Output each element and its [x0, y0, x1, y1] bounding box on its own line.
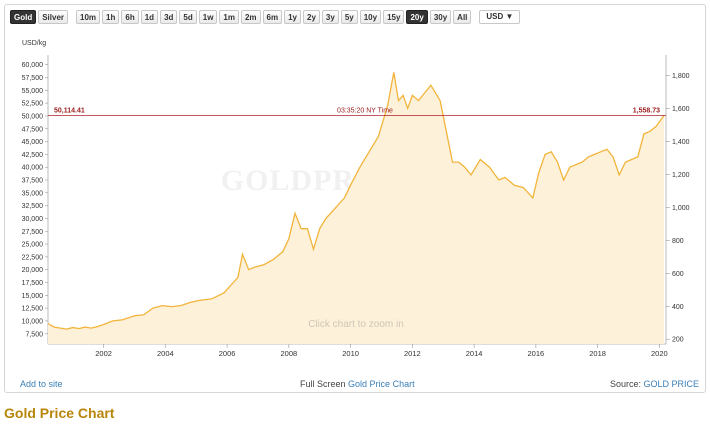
range-toolbar: Gold Silver 10m 1h 6h 1d 3d 5d 1w 1m 2m 6m 1y 2y 3y 5y 1…: [10, 9, 521, 25]
price-line: [47, 72, 665, 330]
right-tick-label: 200: [672, 337, 684, 344]
left-tick-label: 30,000: [22, 216, 44, 223]
units-label: USD/kg: [22, 40, 46, 47]
x-tick-label: 2002: [95, 349, 112, 358]
left-tick-label: 17,500: [22, 280, 44, 287]
left-tick-label: 12,500: [22, 306, 44, 313]
page-title: Gold Price Chart: [4, 405, 115, 421]
x-tick-label: 2004: [157, 349, 174, 358]
left-tick-label: 37,500: [22, 178, 44, 185]
right-tick-label: 1,000: [672, 205, 690, 212]
range-button-6h[interactable]: 6h: [121, 10, 139, 24]
right-tick-label: 400: [672, 304, 684, 311]
range-button-30y[interactable]: 30y: [429, 10, 452, 24]
fullscreen-prefix: Full Screen: [300, 379, 346, 389]
x-tick-label: 2010: [342, 349, 359, 358]
range-button-20y[interactable]: 20y: [406, 10, 428, 24]
left-tick-label: 40,000: [22, 165, 44, 172]
x-tick-label: 2012: [404, 349, 421, 358]
left-tick-label: 7,500: [25, 331, 43, 338]
left-tick-label: 50,000: [22, 113, 44, 120]
left-tick-label: 20,000: [22, 267, 44, 274]
left-tick-label: 10,000: [22, 318, 44, 325]
right-tick-label: 1,800: [672, 73, 690, 80]
left-tick-label: 32,500: [22, 203, 44, 210]
range-button-all[interactable]: All: [453, 10, 472, 24]
left-tick-label: 60,000: [22, 62, 44, 69]
right-tick-label: 600: [672, 271, 684, 278]
range-button-2y[interactable]: 2y: [303, 10, 320, 24]
range-button-10y[interactable]: 10y: [359, 10, 382, 24]
left-tick-label: 55,000: [22, 88, 44, 95]
range-button-1h[interactable]: 1h: [102, 10, 120, 24]
gold-price-chart[interactable]: USD/kgGOLDPRICE.ORG7,50010,00012,50015,0…: [0, 0, 710, 400]
left-tick-label: 22,500: [22, 254, 44, 261]
range-button-5y[interactable]: 5y: [340, 10, 358, 24]
right-tick-label: 800: [672, 238, 684, 245]
left-tick-label: 57,500: [22, 75, 44, 82]
metal-tab-gold[interactable]: Gold: [10, 10, 37, 24]
left-tick-label: 15,000: [22, 293, 44, 300]
left-tick-label: 42,500: [22, 152, 44, 159]
right-tick-label: 1,400: [672, 139, 690, 146]
range-button-15y[interactable]: 15y: [383, 10, 405, 24]
left-tick-label: 45,000: [22, 139, 44, 146]
range-button-3y[interactable]: 3y: [321, 10, 339, 24]
left-tick-label: 25,000: [22, 242, 44, 249]
add-to-site-link[interactable]: Add to site: [20, 379, 63, 389]
source-link[interactable]: GOLD PRICE: [643, 379, 700, 389]
left-tick-label: 47,500: [22, 126, 44, 133]
x-tick-label: 2008: [280, 349, 297, 358]
range-button-10m[interactable]: 10m: [76, 10, 101, 24]
x-tick-label: 2020: [651, 349, 668, 358]
range-button-6m[interactable]: 6m: [262, 10, 283, 24]
current-price-right-label: 1,558.73: [633, 107, 660, 114]
x-tick-label: 2018: [589, 349, 606, 358]
range-button-3d[interactable]: 3d: [160, 10, 178, 24]
range-button-5d[interactable]: 5d: [179, 10, 197, 24]
right-tick-label: 1,200: [672, 172, 690, 179]
currency-select[interactable]: USD ▼: [479, 10, 521, 24]
source-prefix: Source:: [610, 379, 642, 389]
range-button-2m[interactable]: 2m: [240, 10, 261, 24]
fullscreen-chart-link[interactable]: Gold Price Chart: [348, 379, 415, 389]
fullscreen-footer: Full Screen Gold Price Chart: [300, 379, 415, 389]
source-footer: Source: GOLD PRICE: [610, 379, 699, 389]
range-button-1d[interactable]: 1d: [140, 10, 159, 24]
current-price-left-label: 50,114.41: [54, 107, 85, 114]
current-time-label: 03:35:20 NY Time: [337, 107, 393, 114]
x-tick-label: 2014: [466, 349, 483, 358]
range-button-1y[interactable]: 1y: [284, 10, 302, 24]
x-tick-label: 2006: [219, 349, 236, 358]
zoom-hint: Click chart to zoom in: [308, 319, 404, 330]
range-button-1w[interactable]: 1w: [198, 10, 218, 24]
range-button-1m[interactable]: 1m: [219, 10, 239, 24]
left-tick-label: 35,000: [22, 190, 44, 197]
metal-tab-silver[interactable]: Silver: [38, 10, 69, 24]
left-tick-label: 27,500: [22, 229, 44, 236]
left-tick-label: 52,500: [22, 101, 44, 108]
x-tick-label: 2016: [528, 349, 545, 358]
price-area-fill: [48, 72, 664, 345]
right-tick-label: 1,600: [672, 106, 690, 113]
